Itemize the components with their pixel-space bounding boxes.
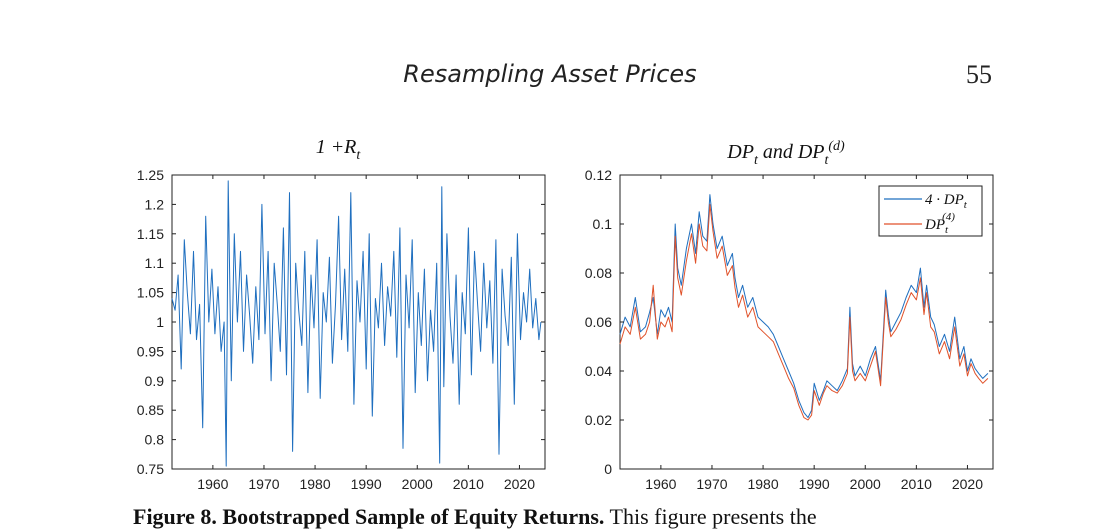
- returns-xtick-label: 2000: [402, 476, 433, 492]
- figure-caption: Figure 8. Bootstrapped Sample of Equity …: [133, 504, 1003, 530]
- dp-ytick-label: 0.08: [585, 265, 612, 281]
- returns-xtick-label: 2010: [453, 476, 484, 492]
- returns-panel: 1 +Rt 1960 1970 1980 1990 2000 2010 2020 0.75 0.…: [137, 136, 546, 492]
- caption-text: This figure presents the: [609, 504, 817, 529]
- dp-xtick-label: 1970: [696, 476, 727, 492]
- returns-ytick-label: 1: [156, 314, 164, 330]
- returns-ytick-label: 0.9: [145, 373, 165, 389]
- dp-xtick-label: 1980: [747, 476, 778, 492]
- legend-box: [878, 185, 983, 237]
- dp-title: DPt and DPt(d): [726, 139, 845, 168]
- legend-entry-4dp: 4 · DPt: [925, 192, 968, 211]
- returns-ytick-label: 1.25: [137, 167, 164, 183]
- dp-xtick-label: 1960: [645, 476, 676, 492]
- dp-xtick-label: 2020: [952, 476, 983, 492]
- returns-ytick-label: 0.95: [137, 343, 164, 359]
- returns-ytick-label: 1.1: [145, 255, 165, 271]
- dp-xtick-label: 1990: [799, 476, 830, 492]
- returns-ytick-label: 1.2: [145, 196, 165, 212]
- dp-ytick-label: 0.02: [585, 412, 612, 428]
- dp-ytick-label: 0.1: [593, 216, 613, 232]
- dp-ytick-label: 0.04: [585, 363, 612, 379]
- returns-ytick-label: 0.8: [145, 432, 165, 448]
- dp-ytick-label: 0.06: [585, 314, 612, 330]
- returns-series-line-1: [171, 180, 542, 467]
- running-title: Resampling Asset Prices: [403, 60, 697, 88]
- returns-xtick-label: 1970: [248, 476, 279, 492]
- returns-ytick-label: 1.05: [137, 285, 164, 301]
- returns-xtick-label: 1990: [351, 476, 382, 492]
- returns-ytick-label: 1.15: [137, 226, 164, 242]
- returns-xtick-label: 1960: [197, 476, 228, 492]
- page-number: 55: [966, 60, 992, 89]
- dp-ytick-label: 0: [604, 461, 612, 477]
- dp-ytick-label: 0.12: [585, 167, 612, 183]
- returns-xtick-label: 1980: [299, 476, 330, 492]
- dp-series-line-2: [619, 203, 989, 421]
- returns-ytick-label: 0.85: [137, 402, 164, 418]
- dp-xtick-label: 2000: [850, 476, 881, 492]
- returns-title: 1 +Rt: [316, 136, 362, 163]
- dp-series-line-1: [619, 194, 989, 419]
- dp-legend: 4 · DPt DPt(4): [878, 185, 983, 237]
- dp-xtick-label: 2010: [901, 476, 932, 492]
- returns-ytick-label: 0.75: [137, 461, 164, 477]
- returns-xtick-label: 2020: [504, 476, 535, 492]
- caption-label: Figure 8. Bootstrapped Sample of Equity …: [133, 504, 605, 529]
- dividend-price-panel: DPt and DPt(d) 4 · DPt DPt(4) 1960 1970 19…: [585, 139, 994, 492]
